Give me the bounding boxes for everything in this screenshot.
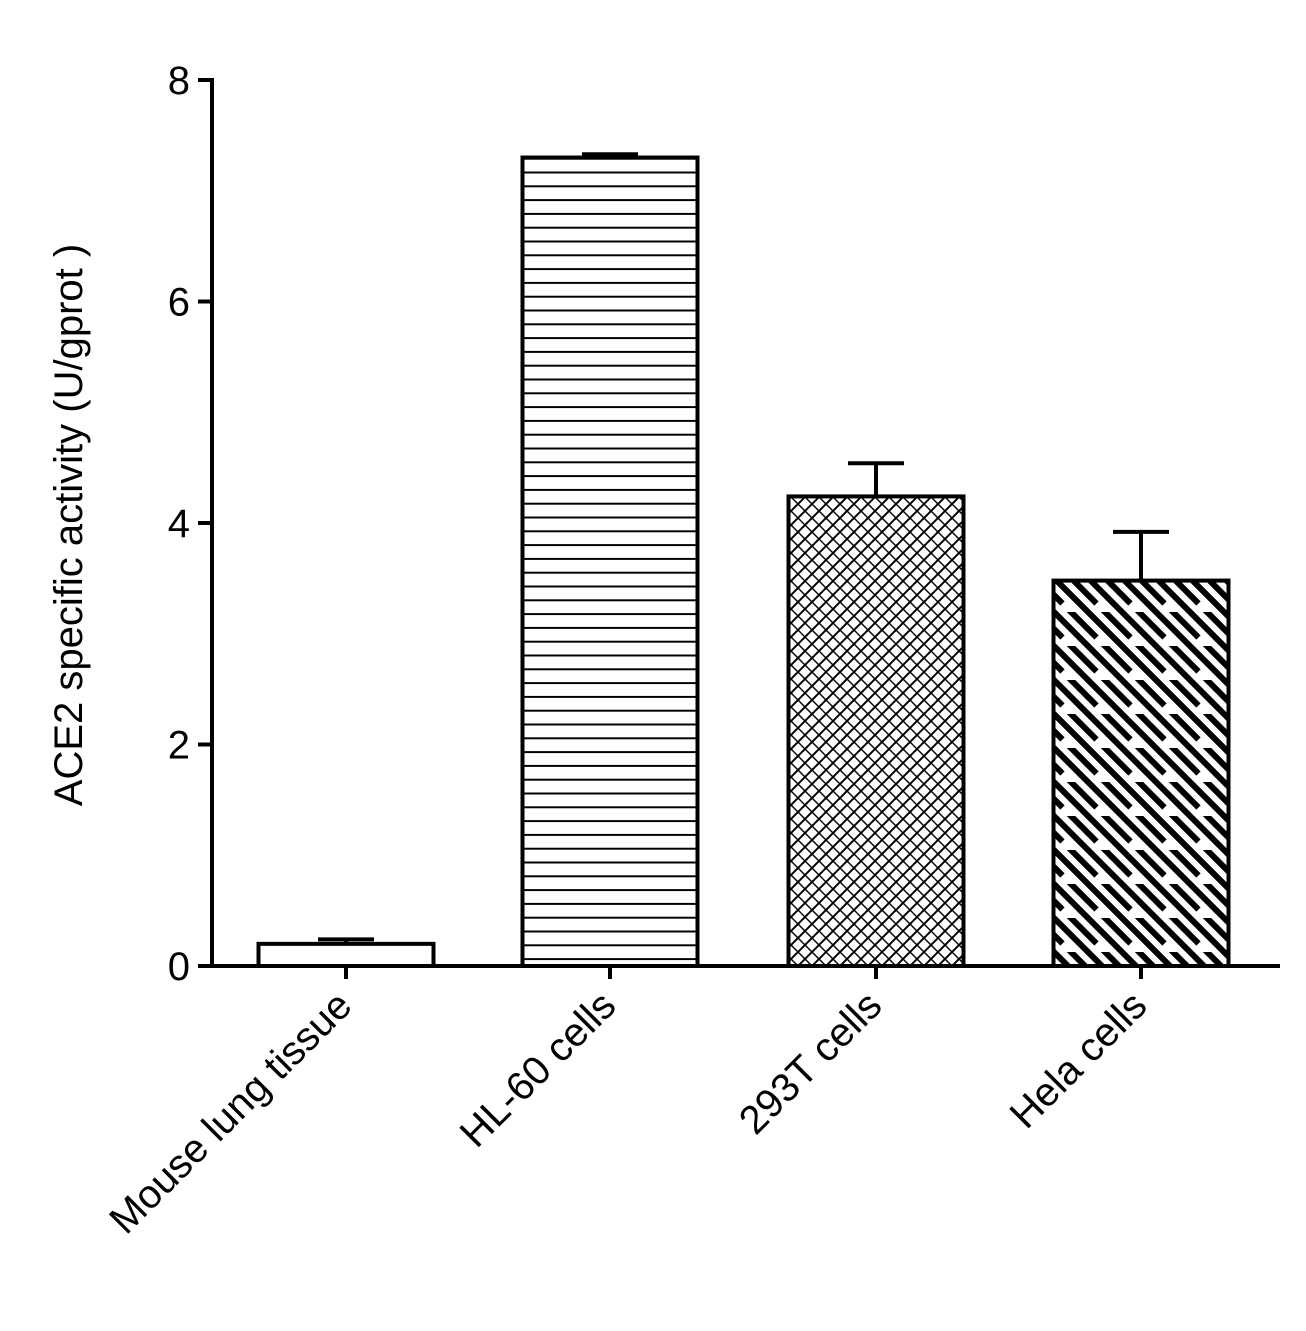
bar	[520, 155, 700, 968]
bar	[1051, 578, 1231, 969]
bar	[786, 494, 966, 968]
y-tick-label: 8	[168, 59, 190, 103]
y-tick-label: 0	[168, 945, 190, 989]
error-bars-layer	[318, 152, 1169, 944]
bar	[256, 941, 436, 968]
y-axis-title: ACE2 specific activity (U/gprot )	[47, 244, 91, 806]
y-axis-ticks: 0 2 4 6 8	[168, 59, 212, 989]
x-tick-label: 293T cells	[731, 983, 891, 1143]
bars-layer	[256, 155, 1231, 969]
x-tick-label: HL-60 cells	[452, 983, 625, 1156]
x-tick-label: Mouse lung tissue	[101, 983, 360, 1242]
y-tick-label: 2	[168, 724, 190, 768]
y-tick-label: 6	[168, 281, 190, 325]
y-tick-label: 4	[168, 502, 190, 546]
x-tick-label: Hela cells	[1002, 983, 1156, 1137]
x-axis-ticks: Mouse lung tissue HL-60 cells 293T cells He…	[101, 966, 1155, 1242]
